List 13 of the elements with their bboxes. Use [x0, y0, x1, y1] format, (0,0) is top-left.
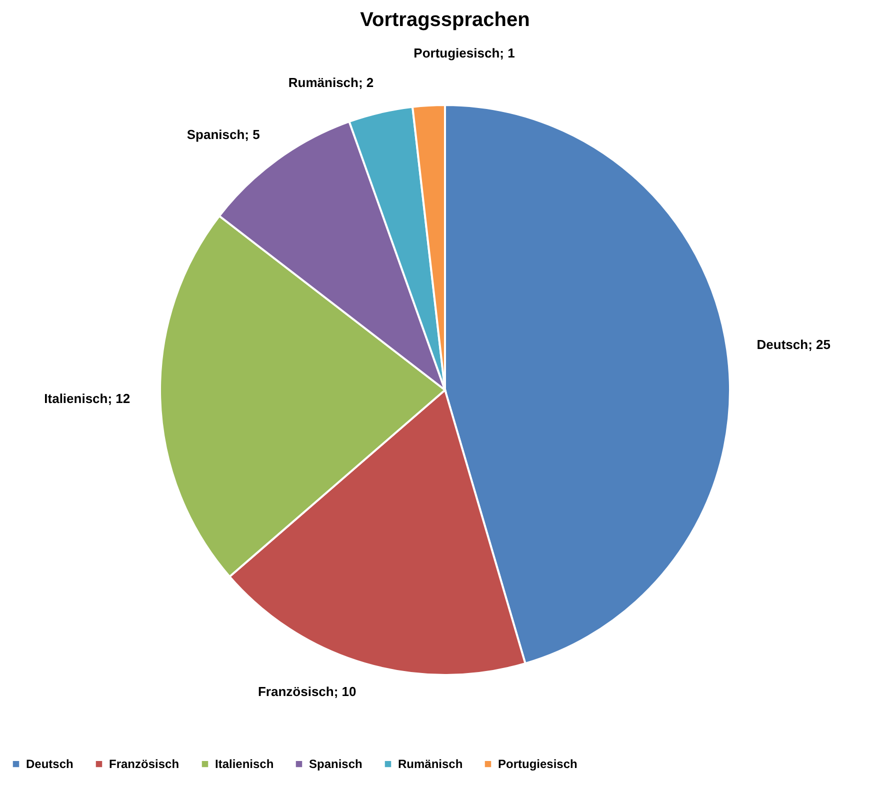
legend-label: Französisch [109, 757, 180, 772]
data-label: Italienisch; 12 [44, 390, 130, 406]
legend-label: Deutsch [26, 757, 74, 772]
data-label: Französisch; 10 [258, 684, 356, 700]
legend-label: Rumänisch [398, 757, 463, 772]
data-label: Spanisch; 5 [186, 127, 260, 142]
legend-label: Portugiesisch [498, 757, 578, 772]
legend-label: Spanisch [309, 757, 362, 772]
chart-title: Vortragssprachen [360, 9, 530, 31]
data-label: Portugiesisch; 1 [414, 46, 515, 61]
data-label: Deutsch; 25 [756, 337, 830, 352]
legend-label: Italienisch [215, 757, 274, 772]
data-label: Rumänisch; 2 [288, 75, 374, 90]
